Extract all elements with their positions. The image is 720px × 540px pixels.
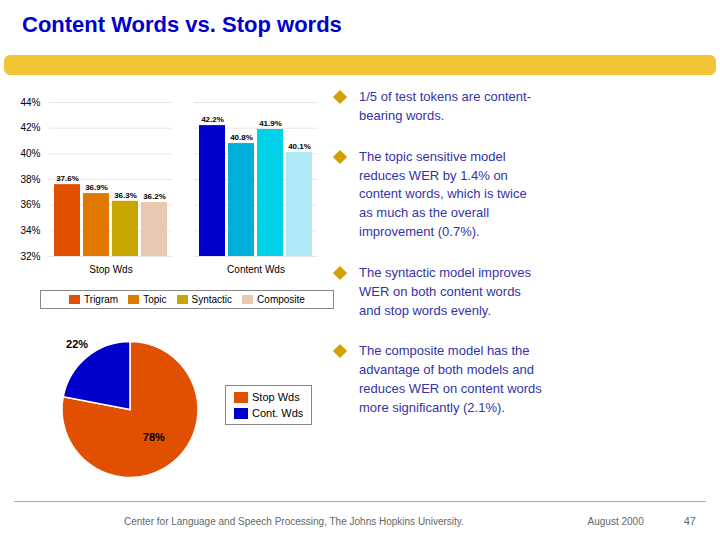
svg-text:Stop Wds: Stop Wds bbox=[89, 264, 132, 275]
svg-text:37.6%: 37.6% bbox=[56, 174, 79, 183]
html-text:Trigram: Trigram bbox=[84, 294, 119, 305]
html-text:1/5 of test tokens are content: 1/5 of test tokens are content- bearing … bbox=[359, 89, 531, 123]
svg-text:44%: 44% bbox=[20, 97, 40, 108]
html-text:Cont. Wds: Cont. Wds bbox=[252, 407, 304, 419]
svg-text:36.9%: 36.9% bbox=[85, 183, 108, 192]
html-text:The syntactic model improves W: The syntactic model improves WER on both… bbox=[359, 264, 531, 318]
svg-text:78%: 78% bbox=[143, 431, 165, 443]
html-text:Topic: Topic bbox=[143, 294, 167, 305]
html-text:August 2000: August 2000 bbox=[587, 515, 644, 527]
html-text:Syntactic: Syntactic bbox=[191, 294, 233, 305]
svg-text:36%: 36% bbox=[20, 199, 40, 210]
svg-text:42%: 42% bbox=[20, 122, 40, 133]
svg-text:40%: 40% bbox=[20, 148, 40, 159]
html-text:Content Words vs. Stop words: Content Words vs. Stop words bbox=[22, 12, 342, 37]
svg-text:36.2%: 36.2% bbox=[143, 192, 166, 201]
html-text:Stop Wds: Stop Wds bbox=[252, 391, 300, 403]
svg-text:41.9%: 41.9% bbox=[259, 119, 282, 128]
svg-text:32%: 32% bbox=[20, 251, 40, 262]
svg-text:34%: 34% bbox=[20, 225, 40, 236]
svg-text:Content Wds: Content Wds bbox=[227, 264, 285, 275]
svg-text:22%: 22% bbox=[66, 338, 88, 350]
svg-text:38%: 38% bbox=[20, 174, 40, 185]
html-text:The topic sensitive model redu: The topic sensitive model reduces WER by… bbox=[359, 148, 527, 240]
html-text:The composite model has the ad: The composite model has the advantage of… bbox=[359, 343, 542, 415]
svg-text:40.1%: 40.1% bbox=[288, 142, 311, 151]
html-text:47: 47 bbox=[683, 515, 696, 527]
html-text:Composite: Composite bbox=[257, 294, 305, 305]
svg-text:36.3%: 36.3% bbox=[114, 191, 137, 200]
svg-text:42.2%: 42.2% bbox=[201, 115, 224, 124]
svg-text:40.8%: 40.8% bbox=[230, 133, 253, 142]
html-text:Center for Language and Speech: Center for Language and Speech Processin… bbox=[124, 515, 464, 527]
